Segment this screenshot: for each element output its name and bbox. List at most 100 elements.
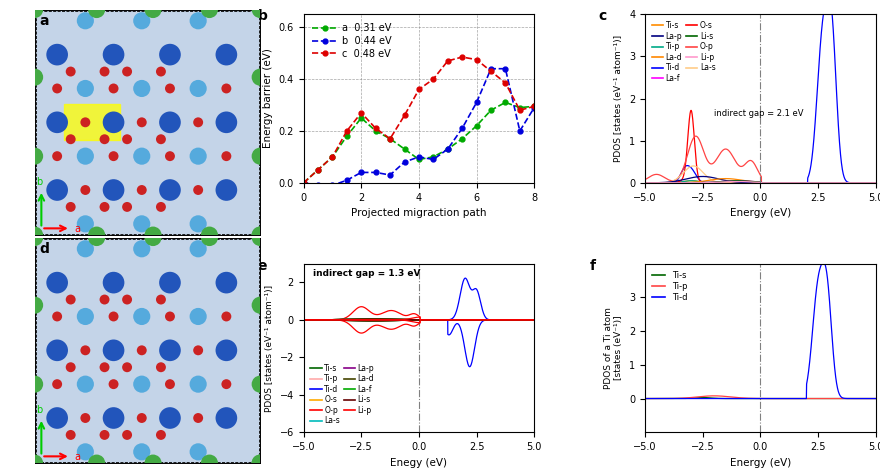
Circle shape	[77, 12, 94, 29]
Circle shape	[252, 1, 268, 18]
Circle shape	[201, 229, 218, 246]
Circle shape	[159, 272, 180, 294]
b  0.44 eV	[298, 180, 309, 186]
Circle shape	[136, 345, 147, 355]
Circle shape	[108, 151, 119, 161]
Ti-p	[822, 396, 832, 401]
Circle shape	[252, 455, 268, 472]
Circle shape	[156, 66, 166, 76]
Circle shape	[133, 443, 150, 460]
Ti-d	[864, 396, 875, 401]
Circle shape	[189, 240, 207, 257]
Circle shape	[108, 379, 119, 389]
Circle shape	[252, 296, 268, 314]
Line: c  0.48 eV: c 0.48 eV	[301, 55, 537, 185]
Circle shape	[80, 117, 91, 127]
Text: indirect gap = 2.1 eV: indirect gap = 2.1 eV	[715, 109, 803, 118]
Circle shape	[156, 134, 166, 144]
Circle shape	[77, 148, 94, 165]
b  0.44 eV	[385, 172, 395, 178]
Circle shape	[77, 215, 94, 232]
b  0.44 eV	[414, 154, 424, 160]
b  0.44 eV	[428, 157, 438, 162]
Text: a: a	[74, 452, 80, 463]
Circle shape	[47, 44, 68, 66]
c  0.48 eV	[370, 125, 381, 131]
Y-axis label: PDOS [states (eV⁻¹ atom⁻¹)]: PDOS [states (eV⁻¹ atom⁻¹)]	[614, 35, 623, 162]
Ti-d	[752, 396, 762, 401]
Circle shape	[159, 44, 180, 66]
Circle shape	[222, 312, 231, 322]
c  0.48 eV	[472, 57, 482, 63]
Circle shape	[133, 80, 150, 97]
Circle shape	[222, 151, 231, 161]
Text: f: f	[590, 259, 596, 273]
Circle shape	[26, 148, 43, 165]
Circle shape	[26, 1, 43, 18]
Ti-p	[709, 393, 720, 399]
Circle shape	[189, 376, 207, 393]
Ti-s	[864, 396, 875, 401]
Circle shape	[88, 1, 106, 18]
Circle shape	[194, 117, 203, 127]
a  0.31 eV	[385, 136, 395, 142]
Circle shape	[103, 44, 124, 66]
Circle shape	[77, 240, 94, 257]
Circle shape	[189, 215, 207, 232]
Circle shape	[52, 84, 62, 94]
Circle shape	[133, 376, 150, 393]
Circle shape	[216, 44, 238, 66]
a  0.31 eV	[428, 154, 438, 160]
Circle shape	[88, 229, 106, 246]
Legend: a  0.31 eV, b  0.44 eV, c  0.48 eV: a 0.31 eV, b 0.44 eV, c 0.48 eV	[309, 19, 395, 63]
Circle shape	[144, 229, 162, 246]
Circle shape	[133, 148, 150, 165]
Circle shape	[189, 148, 207, 165]
Circle shape	[108, 312, 119, 322]
Circle shape	[122, 294, 132, 304]
Circle shape	[133, 240, 150, 257]
Circle shape	[52, 151, 62, 161]
Circle shape	[201, 227, 218, 244]
Text: e: e	[258, 259, 267, 273]
c  0.48 eV	[400, 113, 410, 118]
c  0.48 eV	[312, 167, 323, 173]
Circle shape	[122, 134, 132, 144]
Text: c: c	[598, 9, 607, 23]
c  0.48 eV	[443, 58, 453, 64]
Circle shape	[216, 272, 238, 294]
b  0.44 eV	[400, 159, 410, 165]
Circle shape	[165, 84, 175, 94]
Legend: Ti-s, La-p, Ti-p, La-d, Ti-d, La-f, O-s, Li-s, O-p, Li-p, La-s: Ti-s, La-p, Ti-p, La-d, Ti-d, La-f, O-s,…	[649, 18, 719, 86]
Circle shape	[47, 112, 68, 133]
Circle shape	[99, 362, 109, 372]
Circle shape	[156, 294, 166, 304]
Circle shape	[47, 407, 68, 429]
Circle shape	[26, 227, 43, 244]
Circle shape	[99, 134, 109, 144]
Circle shape	[194, 185, 203, 195]
Circle shape	[252, 376, 268, 393]
b  0.44 eV	[341, 177, 352, 183]
X-axis label: Projected migraction path: Projected migraction path	[351, 208, 487, 218]
Circle shape	[252, 455, 268, 472]
Ti-p	[752, 396, 762, 401]
Circle shape	[122, 202, 132, 212]
Circle shape	[144, 1, 162, 18]
Circle shape	[99, 430, 109, 440]
Circle shape	[216, 340, 238, 361]
Circle shape	[122, 66, 132, 76]
a  0.31 eV	[356, 115, 367, 121]
b  0.44 eV	[529, 105, 539, 111]
c  0.48 eV	[385, 136, 395, 142]
Text: a: a	[39, 14, 48, 28]
Circle shape	[52, 312, 62, 322]
Circle shape	[156, 430, 166, 440]
Circle shape	[26, 229, 43, 246]
a  0.31 eV	[472, 123, 482, 129]
Circle shape	[103, 112, 124, 133]
Circle shape	[66, 430, 76, 440]
Circle shape	[165, 312, 175, 322]
Circle shape	[88, 227, 106, 244]
b  0.44 eV	[443, 146, 453, 152]
